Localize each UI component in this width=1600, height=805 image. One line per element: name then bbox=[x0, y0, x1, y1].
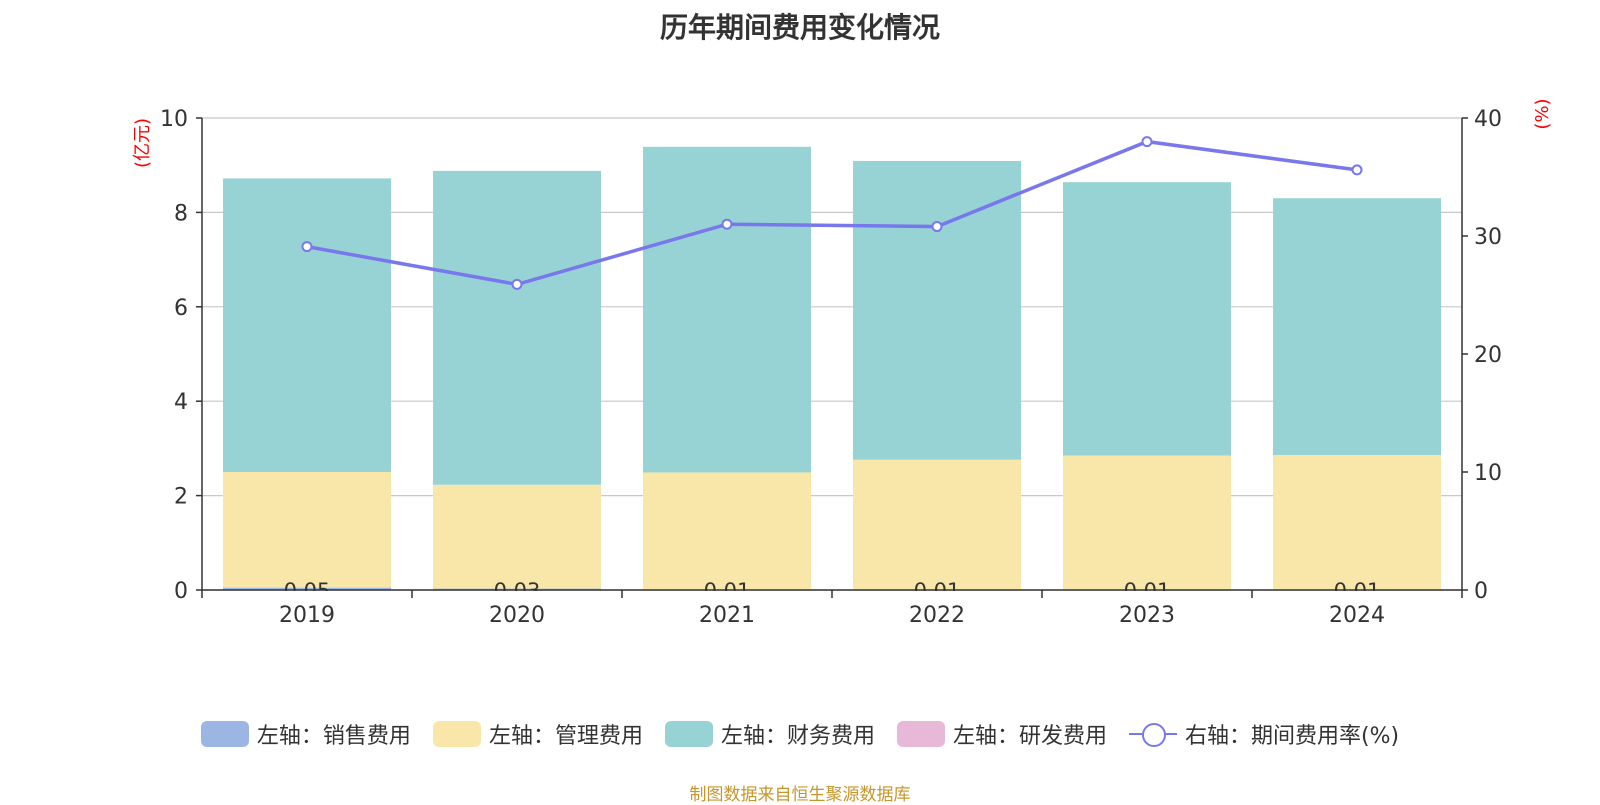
legend-label-sales: 左轴：销售费用 bbox=[256, 724, 411, 749]
x-axis-tick-label: 2024 bbox=[1329, 603, 1385, 628]
line-point-2022 bbox=[931, 221, 943, 233]
legend-item-sales[interactable]: 左轴：销售费用 bbox=[200, 718, 411, 750]
left-axis-tick-label: 4 bbox=[174, 390, 188, 415]
line-series-expense-rate bbox=[306, 139, 1358, 287]
x-axis-tick-label: 2019 bbox=[279, 603, 335, 628]
bar-segment-1-2023 bbox=[1063, 455, 1231, 590]
line-point-2023 bbox=[1141, 136, 1153, 148]
left-axis-tick-label: 10 bbox=[160, 107, 188, 132]
left-axis-unit-label: (亿元) bbox=[132, 118, 153, 168]
right-axis-tick-label: 20 bbox=[1474, 343, 1502, 368]
bar-segment-1-2021 bbox=[643, 472, 811, 590]
left-axis-tick-label: 8 bbox=[174, 201, 188, 226]
legend-swatch-admin bbox=[432, 721, 481, 747]
line-point-2021 bbox=[721, 218, 733, 230]
bar-segment-2-2021 bbox=[643, 146, 811, 473]
legend-item-admin[interactable]: 左轴：管理费用 bbox=[432, 718, 643, 750]
legend-label-rd: 左轴：研发费用 bbox=[952, 724, 1107, 749]
legend-label-admin: 左轴：管理费用 bbox=[488, 724, 643, 749]
source-note: 制图数据来自恒生聚源数据库 bbox=[689, 785, 911, 805]
legend-swatch-finance bbox=[664, 721, 713, 747]
x-axis-tick-label: 2023 bbox=[1119, 603, 1175, 628]
bar-segment-2-2022 bbox=[853, 160, 1021, 460]
left-axis-tick-label: 6 bbox=[174, 296, 188, 321]
left-axis-tick-label: 2 bbox=[174, 485, 188, 510]
bar-segment-2-2020 bbox=[433, 170, 601, 485]
legend-swatch-rd bbox=[896, 721, 945, 747]
right-axis-tick-label: 10 bbox=[1474, 461, 1502, 486]
legend-label-finance: 左轴：财务费用 bbox=[720, 724, 875, 749]
left-axis-tick-label: 0 bbox=[174, 579, 188, 604]
bar-segment-2-2024 bbox=[1273, 198, 1441, 456]
x-axis-tick-label: 2022 bbox=[909, 603, 965, 628]
legend-swatch-sales bbox=[200, 721, 249, 747]
bar-segment-1-2019 bbox=[223, 472, 391, 588]
line-point-2019 bbox=[301, 241, 313, 253]
legend-item-rd[interactable]: 左轴：研发费用 bbox=[896, 718, 1107, 750]
line-point-2024 bbox=[1351, 164, 1363, 176]
bar-segment-2-2019 bbox=[223, 178, 391, 472]
line-point-2020 bbox=[511, 278, 523, 290]
right-axis-tick-label: 40 bbox=[1474, 107, 1502, 132]
chart-title: 历年期间费用变化情况 bbox=[659, 11, 940, 44]
bar-segment-1-2022 bbox=[853, 459, 1021, 590]
bar-segment-1-2020 bbox=[433, 484, 601, 589]
bar-segment-1-2024 bbox=[1273, 455, 1441, 590]
legend-label-expense-rate: 右轴：期间费用率(%) bbox=[1184, 724, 1400, 749]
right-axis-tick-label: 0 bbox=[1474, 579, 1488, 604]
bar-segment-0-2019 bbox=[223, 587, 391, 590]
right-axis-unit-label: (%) bbox=[1532, 98, 1553, 129]
legend-line-marker-icon bbox=[1128, 721, 1177, 747]
legend: 左轴：销售费用 左轴：管理费用 左轴：财务费用 左轴：研发费用 右轴：期间费用率… bbox=[0, 718, 1600, 750]
x-axis-tick-label: 2021 bbox=[699, 603, 755, 628]
right-axis-tick-label: 30 bbox=[1474, 225, 1502, 250]
x-axis-tick-label: 2020 bbox=[489, 603, 545, 628]
legend-item-expense-rate[interactable]: 右轴：期间费用率(%) bbox=[1128, 718, 1400, 750]
legend-item-finance[interactable]: 左轴：财务费用 bbox=[664, 718, 875, 750]
bar-segment-2-2023 bbox=[1063, 182, 1231, 456]
